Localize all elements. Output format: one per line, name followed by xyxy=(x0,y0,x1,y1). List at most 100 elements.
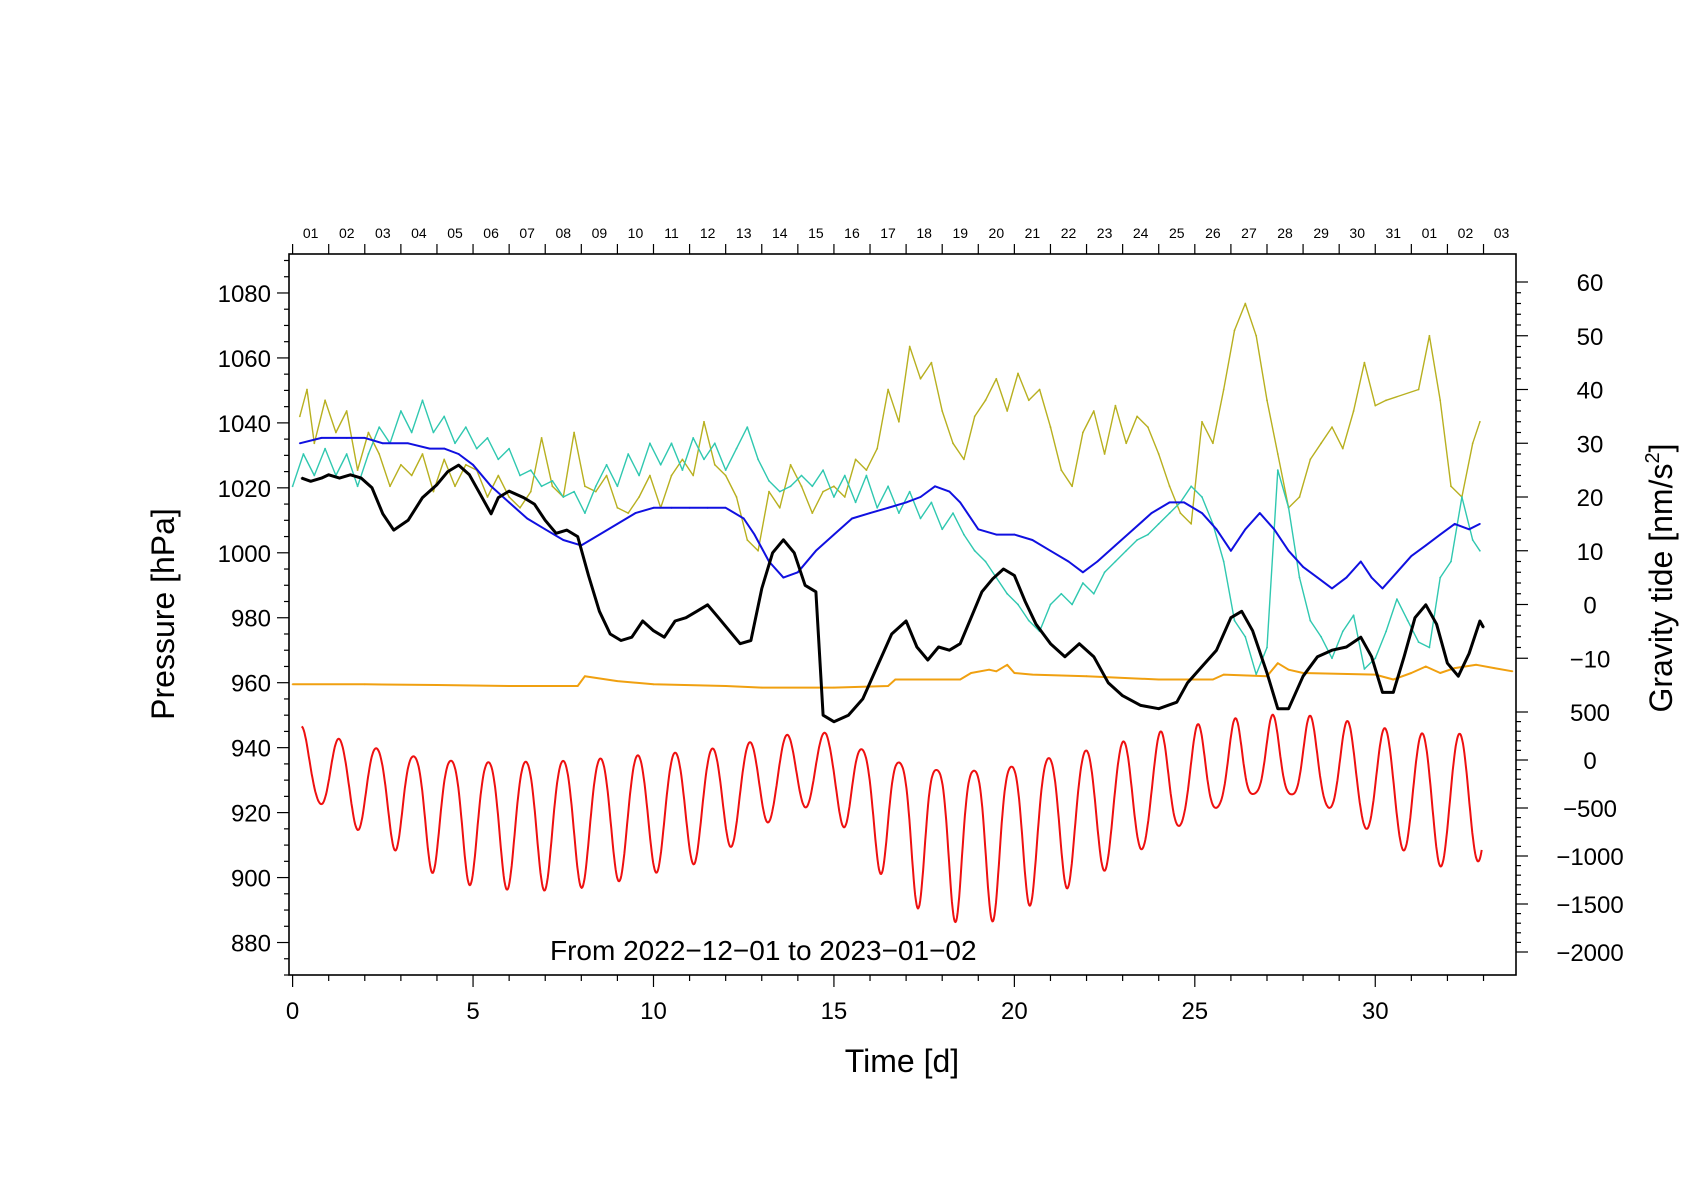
series-blue-point xyxy=(508,501,510,504)
series-teal-point xyxy=(1168,512,1171,514)
y-left-tick-label: 1060 xyxy=(218,346,271,373)
series-olive-point xyxy=(887,388,889,391)
top-day-label: 21 xyxy=(1025,225,1041,241)
series-teal-point xyxy=(1479,549,1481,552)
series-orange-point xyxy=(959,678,962,681)
series-pressure-point xyxy=(760,587,763,590)
series-teal-point xyxy=(778,490,781,493)
series-olive-point xyxy=(1082,431,1084,434)
series-olive-point xyxy=(1103,453,1106,455)
series-teal-point xyxy=(421,399,424,402)
series-pressure-point xyxy=(1024,600,1027,603)
top-day-label: 05 xyxy=(447,225,463,241)
series-olive-point xyxy=(724,474,727,477)
series-teal-point xyxy=(1006,592,1009,595)
series-olive-point xyxy=(306,388,308,391)
top-day-label: 07 xyxy=(519,225,535,241)
series-olive-point xyxy=(356,469,359,471)
series-olive-point xyxy=(1157,453,1160,455)
series-orange-point xyxy=(1006,663,1009,666)
series-pressure-point xyxy=(890,633,893,635)
series-olive-point xyxy=(594,490,597,493)
series-teal-point xyxy=(1276,469,1279,471)
series-blue-point xyxy=(1381,587,1384,590)
series-teal-point xyxy=(1309,619,1312,622)
series-orange-point xyxy=(1410,672,1413,674)
series-olive-point xyxy=(1017,372,1019,375)
series-pressure-point xyxy=(300,477,303,479)
series-pressure-point xyxy=(1013,574,1016,577)
y-right-lower-tick-label: −2000 xyxy=(1556,940,1623,967)
series-pressure-point xyxy=(1479,620,1481,622)
series-teal-point xyxy=(454,442,456,445)
series-olive-point xyxy=(1255,334,1258,337)
series-teal-point xyxy=(584,512,586,514)
series-teal-point xyxy=(1266,646,1268,649)
series-pressure-point xyxy=(338,477,341,479)
y-right-upper-tick-label: 10 xyxy=(1577,539,1604,566)
series-pressure-point xyxy=(1446,662,1449,665)
series-teal-point xyxy=(486,437,489,439)
series-teal-point xyxy=(649,442,651,445)
series-olive-point xyxy=(811,512,814,514)
series-teal-point xyxy=(1450,560,1452,563)
top-day-label: 11 xyxy=(664,225,679,241)
series-orange-point xyxy=(363,683,366,686)
series-pressure-point xyxy=(497,496,500,499)
series-pressure-point xyxy=(446,470,449,473)
series-pressure-point xyxy=(522,496,525,499)
series-blue-point xyxy=(472,463,474,466)
series-blue-point xyxy=(1258,512,1261,514)
series-orange-point xyxy=(1475,663,1478,666)
series-teal-point xyxy=(497,458,500,461)
series-pressure-point xyxy=(652,629,655,632)
series-pressure-point xyxy=(1157,707,1160,710)
series-pressure-point xyxy=(1316,655,1319,658)
series-pressure-point xyxy=(620,639,622,642)
series-blue-point xyxy=(598,533,601,536)
series-pressure-point xyxy=(663,636,666,639)
y-right-lower-tick-label: −1000 xyxy=(1556,844,1623,871)
series-teal-point xyxy=(1157,523,1160,525)
series-blue-point xyxy=(1013,533,1016,536)
top-day-label: 13 xyxy=(736,225,752,241)
series-pressure-point xyxy=(1139,704,1142,707)
series-teal-point xyxy=(670,442,673,445)
series-teal-point xyxy=(1103,571,1106,574)
series-blue-point xyxy=(1201,512,1203,514)
series-blue-point xyxy=(670,506,673,509)
series-pressure-point xyxy=(1121,694,1124,697)
series-pressure-point xyxy=(1381,691,1384,694)
series-teal-point xyxy=(941,528,944,531)
series-blue-point xyxy=(1082,571,1084,574)
series-pressure-point xyxy=(1370,655,1373,658)
series-pressure-point xyxy=(349,473,352,476)
top-day-label: 12 xyxy=(700,225,716,241)
series-pressure-point xyxy=(508,490,510,492)
series-olive-point xyxy=(529,490,532,493)
series-blue-point xyxy=(1359,560,1362,563)
series-olive-point xyxy=(1190,523,1193,525)
series-blue-point xyxy=(616,523,619,525)
series-olive-point xyxy=(508,496,510,498)
series-pressure-point xyxy=(717,616,720,619)
series-pressure-point xyxy=(959,642,962,645)
series-pressure-point xyxy=(926,659,929,661)
series-orange-point xyxy=(1511,670,1514,673)
y-left-tick-label: 940 xyxy=(231,736,271,763)
series-olive-point xyxy=(605,474,608,477)
series-teal-point xyxy=(843,474,846,477)
series-pressure-point xyxy=(1435,623,1438,626)
series-teal-point xyxy=(887,485,889,488)
series-teal-point xyxy=(724,469,727,471)
y-left-tick-label: 960 xyxy=(231,671,271,698)
top-day-label: 16 xyxy=(844,225,860,241)
series-pressure-point xyxy=(609,633,612,635)
series-olive-point xyxy=(298,415,301,418)
series-teal-point xyxy=(573,490,575,493)
y-axis-label-right-sup: 2 xyxy=(1642,452,1664,463)
series-pressure-point xyxy=(598,610,601,613)
series-blue-point xyxy=(919,496,922,498)
series-olive-point xyxy=(400,463,402,466)
top-day-label: 14 xyxy=(772,225,788,241)
